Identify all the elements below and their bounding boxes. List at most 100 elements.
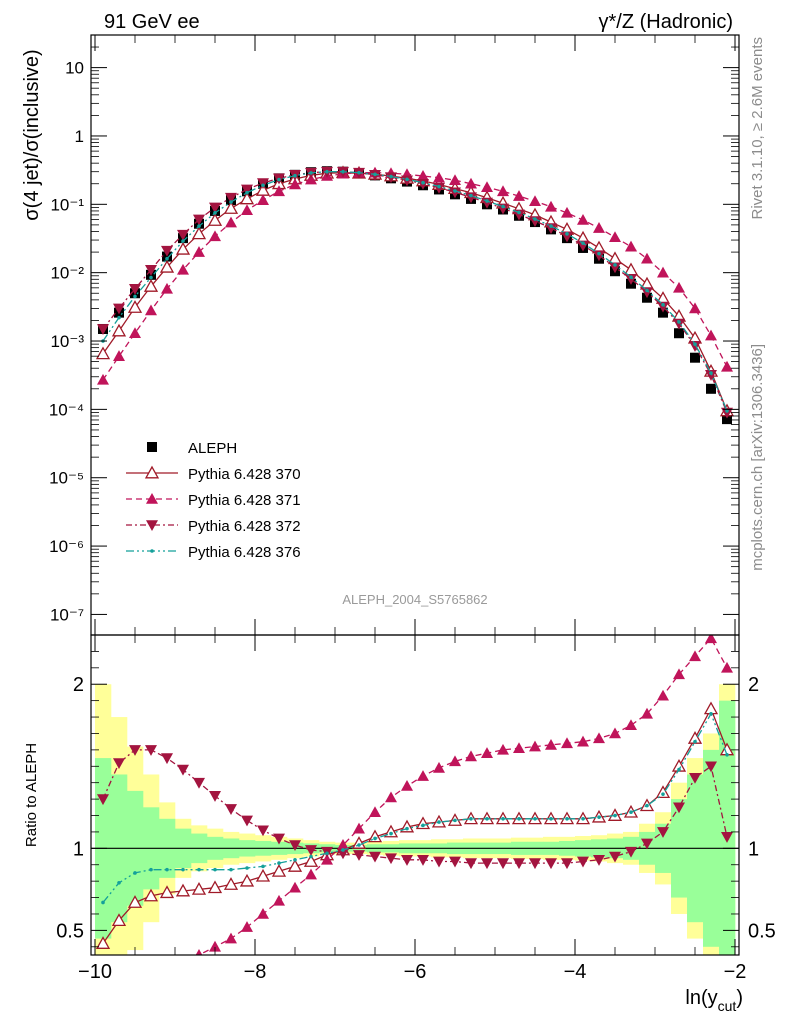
ratio-pythia-6-428-376-point <box>565 816 569 821</box>
pythia-6-428-370-point <box>159 259 175 273</box>
pythia-6-428-371-point <box>529 195 541 207</box>
ratio-pythia-6-428-371-point <box>657 689 669 701</box>
ratio-pythia-6-428-372-point <box>417 855 429 866</box>
y-tick-label: 10⁻¹ <box>50 195 84 214</box>
ratio-pythia-6-428-376-point <box>629 810 633 815</box>
y-tick-label: 10⁻⁷ <box>50 605 84 624</box>
pythia-6-428-376-point <box>645 288 649 293</box>
ratio-pythia-6-428-376-point <box>325 851 329 856</box>
pythia-6-428-372-point <box>177 229 189 241</box>
ratio-pythia-6-428-372-point <box>289 840 301 852</box>
ratio-pythia-6-428-372-point <box>609 851 621 863</box>
legend-marker-pythia-6-428-370 <box>144 465 160 479</box>
ratio-pythia-6-428-372-point <box>449 856 461 868</box>
pythia-6-428-370-point <box>191 226 207 240</box>
pythia-6-428-372-point <box>513 209 525 221</box>
pythia-6-428-372-point <box>113 303 125 315</box>
ratio-pythia-6-428-372-point <box>481 858 493 870</box>
ratio-pythia-6-428-371-point <box>625 719 637 731</box>
ratio-pythia-6-428-371-point <box>609 727 621 739</box>
band-green <box>719 700 736 955</box>
pythia-6-428-376-point <box>117 315 121 320</box>
ratio-pythia-6-428-370-point <box>255 868 271 882</box>
ratio-pythia-6-428-372-point <box>689 772 701 784</box>
ratio-pythia-6-428-371-point <box>673 668 685 680</box>
pythia-6-428-376-point <box>501 204 505 209</box>
x-tick-label: −4 <box>564 961 587 983</box>
main-y-label: σ(4 jet)/σ(inclusive) <box>21 49 43 220</box>
pythia-6-428-372-point <box>609 262 621 274</box>
ratio-pythia-6-428-371-point <box>97 992 109 1003</box>
pythia-6-428-376-point <box>581 241 585 245</box>
ratio-pythia-6-428-371-point <box>401 779 413 791</box>
pythia-6-428-371-point <box>433 171 445 183</box>
pythia-6-428-371-point <box>465 177 477 189</box>
legend-marker-pythia-6-428-371 <box>146 493 158 504</box>
pythia-6-428-372-line <box>102 171 728 413</box>
ratio-pythia-6-428-372-point <box>577 856 589 868</box>
ratio-pythia-6-428-370-point <box>287 859 303 872</box>
pythia-6-428-370-point <box>111 323 127 337</box>
ratio-pythia-6-428-372-point <box>273 833 285 845</box>
ratio-pythia-6-428-376-point <box>517 816 521 821</box>
ratio-y-tick-label-right: 1 <box>748 838 759 860</box>
ratio-pythia-6-428-370-point <box>159 885 175 899</box>
ratio-pythia-6-428-371-point <box>449 755 461 767</box>
aleph-point <box>690 352 700 363</box>
pythia-6-428-371-point <box>241 204 253 216</box>
ratio-pythia-6-428-372-point <box>625 846 637 858</box>
ratio-pythia-6-428-376-point <box>437 820 441 824</box>
ratio-pythia-6-428-371-point <box>145 974 157 985</box>
pythia-6-428-370-point <box>95 346 111 360</box>
ratio-pythia-6-428-372-point <box>145 745 157 756</box>
pythia-6-428-370-point <box>623 262 639 276</box>
ratio-pythia-6-428-372-point <box>209 791 221 802</box>
ratio-axes: 0.5 0.5 1 1 2 2 −10 −8 −6 −4 −2 <box>56 635 776 983</box>
ratio-pythia-6-428-376-point <box>453 818 457 823</box>
pythia-6-428-371-point <box>113 350 125 361</box>
pythia-6-428-372-point <box>673 318 685 330</box>
ratio-pythia-6-428-372-point <box>433 856 445 868</box>
pythia-6-428-376-point <box>517 210 521 215</box>
ratio-pythia-6-428-372-point <box>241 815 253 827</box>
pythia-6-428-376-point <box>677 320 681 324</box>
legend-label: Pythia 6.428 372 <box>188 518 301 535</box>
mcplots-label: mcplots.cern.ch [arXiv:1306.3436] <box>749 344 766 571</box>
ratio-pythia-6-428-372-point <box>161 753 173 765</box>
main-axes: 10 1 10⁻¹ 10⁻² 10⁻³ 10⁻⁴ 10⁻⁵ 10⁻⁶ 10⁻⁷ <box>49 35 739 635</box>
pythia-6-428-371-point <box>545 200 557 212</box>
pythia-6-428-372-point <box>497 203 509 215</box>
pythia-6-428-372-point <box>721 407 733 419</box>
ratio-pythia-6-428-376-point <box>117 880 121 885</box>
pythia-6-428-371-point <box>449 174 461 186</box>
ratio-pythia-6-428-371-point <box>113 987 125 998</box>
pythia-6-428-376-line <box>102 171 728 412</box>
ratio-pythia-6-428-370-point <box>655 785 671 798</box>
pythia-6-428-376-point <box>549 224 553 228</box>
pythia-6-428-372-point <box>641 287 653 299</box>
ratio-pythia-6-428-376-point <box>277 861 281 865</box>
pythia-6-428-376-point <box>437 184 441 189</box>
ratio-pythia-6-428-376-point <box>389 831 393 836</box>
ratio-pythia-6-428-372-point <box>369 851 381 863</box>
x-tick-label: −10 <box>78 961 112 983</box>
ratio-pythia-6-428-372-point <box>305 845 317 856</box>
pythia-6-428-371-point <box>497 185 509 197</box>
ratio-pythia-6-428-371-point <box>689 650 701 662</box>
pythia-6-428-376-point <box>485 199 489 203</box>
pythia-6-428-376-point <box>453 189 457 193</box>
ratio-pythia-6-428-372-point <box>193 777 205 789</box>
pythia-6-428-376-point <box>389 174 393 179</box>
ratio-pythia-6-428-376-point <box>597 815 601 819</box>
ratio-pythia-6-428-376-point <box>693 739 697 744</box>
ratio-pythia-6-428-376-point <box>485 816 489 821</box>
ratio-pythia-6-428-376-point <box>709 711 713 716</box>
y-tick-label: 10⁻³ <box>50 332 84 351</box>
pythia-6-428-376-point <box>661 302 665 307</box>
pythia-6-428-376-point <box>165 256 169 261</box>
pythia-6-428-376-point <box>709 371 713 375</box>
pythia-6-428-371-point <box>193 246 205 257</box>
pythia-6-428-370-line <box>102 172 728 412</box>
ratio-pythia-6-428-370-point <box>367 829 383 843</box>
ratio-pythia-6-428-372-point <box>513 858 525 870</box>
